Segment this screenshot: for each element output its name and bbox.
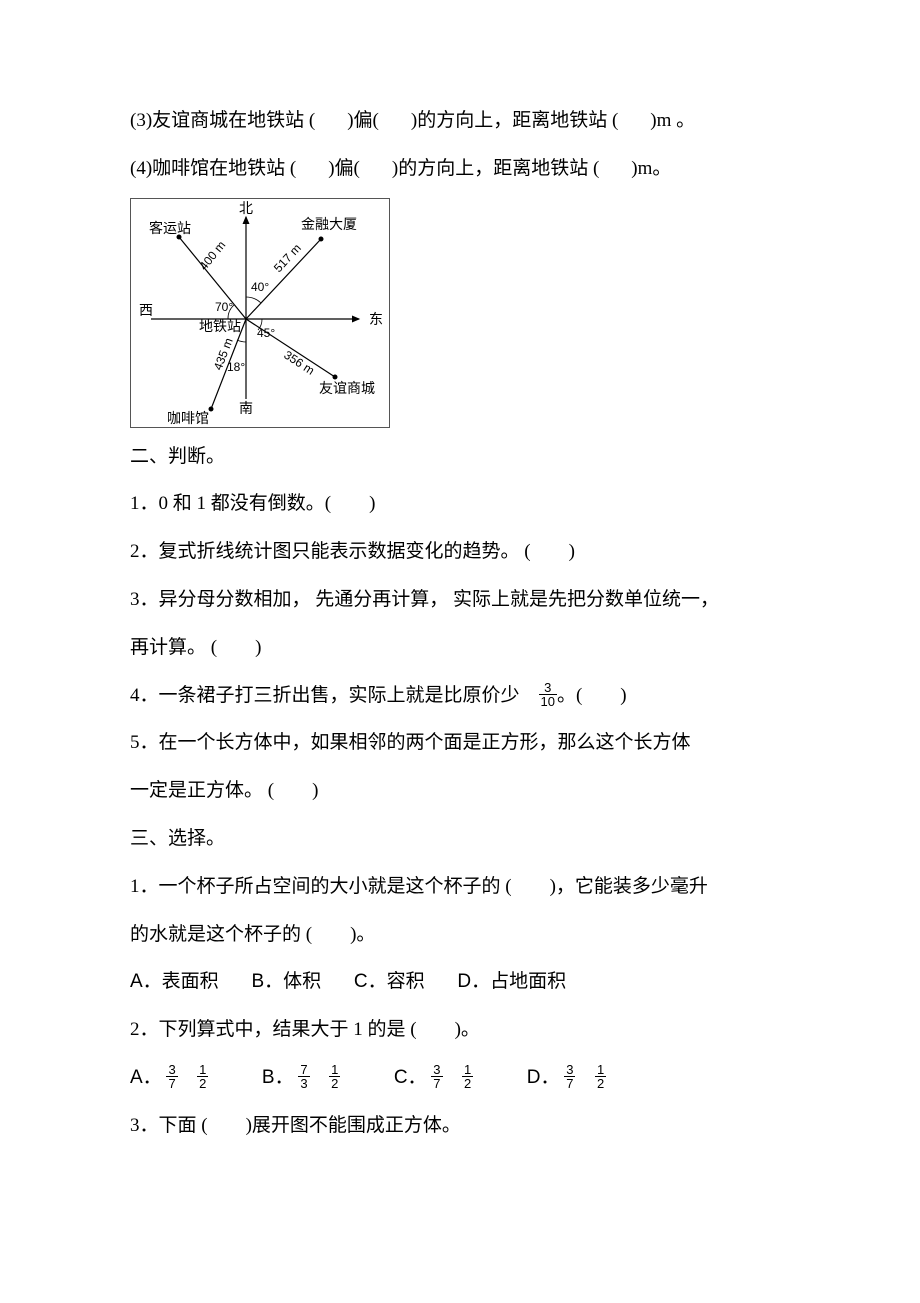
opt-1D: D．占地面积 (457, 971, 566, 992)
opt-1C: C．容积 (354, 971, 425, 992)
opt-2C-f1: 37 (431, 1063, 442, 1090)
q4-d: )m。 (631, 158, 671, 179)
s3-q1a: 1．一个杯子所占空间的大小就是这个杯子的 ( )，它能装多少毫升 (130, 866, 790, 908)
direction-diagram: 北 南 东 西 客运站 金融大厦 友谊商城 咖啡馆 地铁站 400 m 517 … (130, 198, 390, 428)
opt-2A-f1: 37 (166, 1063, 177, 1090)
frac-3-10: 310 (539, 681, 557, 708)
q3-d: )m 。 (650, 110, 695, 131)
s2-q4a: 4．一条裙子打三折出售，实际上就是比原价少 (130, 685, 539, 706)
s2-q2: 2．复式折线统计图只能表示数据变化的趋势。 ( ) (130, 531, 790, 573)
opt-2D-f1: 37 (564, 1063, 575, 1090)
label-east: 东 (369, 312, 383, 328)
s3-q3: 3．下面 ( )展开图不能围成正方体。 (130, 1105, 790, 1147)
label-north: 北 (239, 201, 253, 217)
dist-mall: 356 m (281, 347, 317, 377)
s3-q2: 2．下列算式中，结果大于 1 的是 ( )。 (130, 1009, 790, 1051)
question-4-line: (4)咖啡馆在地铁站 ( )偏( )的方向上，距离地铁站 ( )m。 (130, 148, 790, 190)
opt-2D-lbl: D． (527, 1067, 560, 1088)
label-metro: 地铁站 (199, 319, 241, 335)
q3-b: )偏( (347, 110, 379, 131)
opt-2C-lbl: C． (394, 1067, 427, 1088)
dist-bus: 400 m (196, 238, 228, 273)
label-mall: 友谊商城 (319, 381, 375, 397)
label-bus: 客运站 (149, 220, 191, 237)
label-cafe: 咖啡馆 (167, 411, 209, 427)
s2-q4b: 。( ) (557, 685, 627, 706)
opt-1A: A．表面积 (130, 971, 219, 992)
s2-q3b: 再计算。 ( ) (130, 627, 790, 669)
opt-2C-f2: 12 (462, 1063, 473, 1090)
q4-a: (4)咖啡馆在地铁站 ( (130, 158, 296, 179)
s2-q1: 1．0 和 1 都没有倒数。( ) (130, 483, 790, 525)
angle-18: 18° (227, 360, 245, 374)
question-3-line: (3)友谊商城在地铁站 ( )偏( )的方向上，距离地铁站 ( )m 。 (130, 100, 790, 142)
opt-2B-f1: 73 (298, 1063, 309, 1090)
s3-q1b: 的水就是这个杯子的 ( )。 (130, 914, 790, 956)
opt-2D-f2: 12 (595, 1063, 606, 1090)
angle-70: 70° (215, 300, 233, 314)
angle-40: 40° (251, 280, 269, 294)
opt-2B-lbl: B． (262, 1067, 294, 1088)
q4-b: )偏( (328, 158, 360, 179)
s3-q1-options: A．表面积 B．体积 C．容积 D．占地面积 (130, 961, 790, 1003)
s2-q5a: 5．在一个长方体中，如果相邻的两个面是正方形，那么这个长方体 (130, 722, 790, 764)
s2-q3a: 3．异分母分数相加， 先通分再计算， 实际上就是先把分数单位统一， (130, 579, 790, 621)
opt-2A-f2: 12 (197, 1063, 208, 1090)
q4-c: )的方向上，距离地铁站 ( (392, 158, 599, 179)
q3-a: (3)友谊商城在地铁站 ( (130, 110, 315, 131)
dist-fin: 517 m (271, 241, 304, 275)
s3-q2-options: A． 37 12 B． 73 12 C． 37 12 D． 37 12 (130, 1057, 790, 1099)
q3-c: )的方向上，距离地铁站 ( (411, 110, 618, 131)
opt-1B: B．体积 (251, 971, 321, 992)
section-2-title: 二、判断。 (130, 436, 790, 478)
s2-q5b: 一定是正方体。 ( ) (130, 770, 790, 812)
label-south: 南 (239, 401, 253, 417)
s2-q4: 4．一条裙子打三折出售，实际上就是比原价少 310。( ) (130, 675, 790, 717)
opt-2B-f2: 12 (329, 1063, 340, 1090)
label-west: 西 (139, 304, 153, 319)
section-3-title: 三、选择。 (130, 818, 790, 860)
label-fin: 金融大厦 (301, 217, 357, 233)
opt-2A-lbl: A． (130, 1067, 162, 1088)
